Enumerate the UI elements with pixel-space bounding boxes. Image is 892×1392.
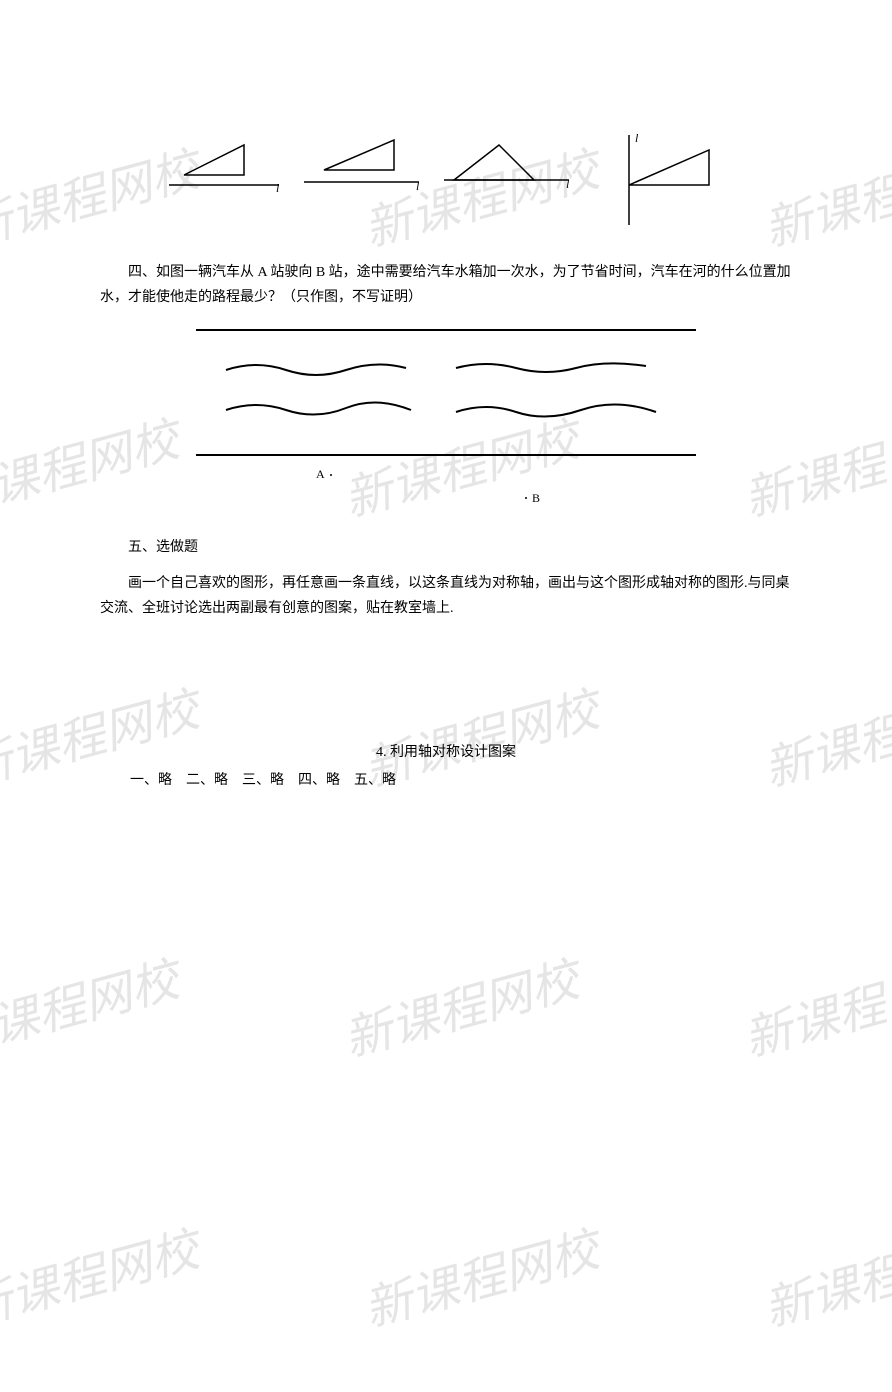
- triangle-diagram-4: l: [589, 130, 729, 230]
- triangle-diagram-3: l: [439, 130, 579, 205]
- watermark: 新课程网校: [755, 1210, 892, 1340]
- axis-label-l: l: [635, 131, 639, 145]
- triangle-diagram-2: l: [299, 130, 429, 205]
- problem-4-text: 四、如图一辆汽车从 A 站驶向 B 站，途中需要给汽车水箱加一次水，为了节省时间…: [100, 260, 792, 310]
- problem-5-heading: 五、选做题: [100, 535, 792, 560]
- problem-5-text: 画一个自己喜欢的图形，再任意画一条直线，以这条直线为对称轴，画出与这个图形成轴对…: [100, 571, 792, 621]
- point-a-label: A: [316, 467, 325, 481]
- river-svg: A B: [186, 320, 706, 510]
- point-b-label: B: [532, 491, 540, 505]
- axis-label-l: l: [276, 181, 280, 195]
- axis-label-l: l: [416, 179, 420, 193]
- watermark: 新课程网校: [0, 1210, 205, 1340]
- triangle-diagram-1: l: [164, 130, 289, 205]
- triangle-diagrams-row: l l l l: [100, 130, 792, 230]
- watermark: 新课程网校: [735, 940, 892, 1070]
- river-diagram: A B: [186, 320, 706, 515]
- watermark: 新课程网校: [0, 940, 185, 1070]
- page-content: l l l l 四、如图一辆汽车从 A 站驶向 B 站，途中需要给汽车水箱加一次…: [0, 130, 892, 789]
- watermark: 新课程网校: [335, 940, 585, 1070]
- axis-label-l: l: [566, 177, 570, 191]
- answers-line: 一、略 二、略 三、略 四、略 五、略: [100, 769, 792, 789]
- watermark: 新课程网校: [355, 1210, 605, 1340]
- answers-title: 4. 利用轴对称设计图案: [100, 741, 792, 761]
